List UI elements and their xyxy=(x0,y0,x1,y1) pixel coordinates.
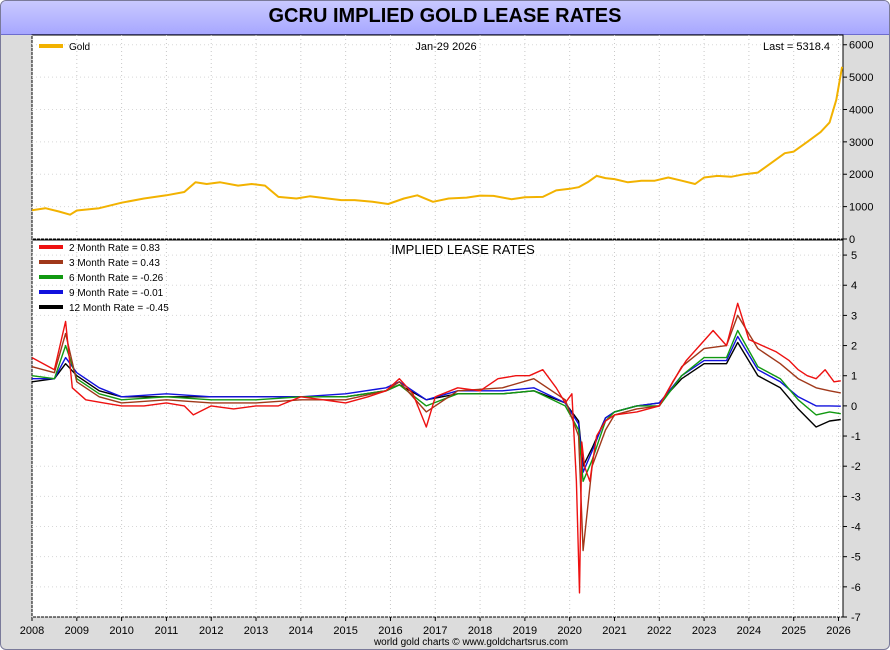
lease-y-tick-label: -6 xyxy=(851,582,861,594)
x-tick-label: 2022 xyxy=(647,625,671,637)
x-tick-label: 2016 xyxy=(378,625,402,637)
x-tick-label: 2023 xyxy=(692,625,716,637)
x-tick-label: 2012 xyxy=(199,625,223,637)
title-bar: GCRU IMPLIED GOLD LEASE RATES xyxy=(1,1,889,35)
6-month-rate-line xyxy=(31,329,841,482)
x-tick-label: 2020 xyxy=(557,625,581,637)
x-tick-label: 2013 xyxy=(244,625,268,637)
price-y-tick-label: 5000 xyxy=(849,72,873,84)
lease-y-tick-label: -7 xyxy=(851,612,861,624)
x-tick-label: 2024 xyxy=(737,625,761,637)
3-month-rate-legend-label: 3 Month Rate = 0.43 xyxy=(69,258,160,269)
price-y-tick-label: 6000 xyxy=(849,40,873,52)
2-month-rate-line xyxy=(31,302,841,594)
price-y-tick-label: 4000 xyxy=(849,104,873,116)
lease-y-tick-label: 0 xyxy=(851,401,857,413)
x-tick-label: 2025 xyxy=(781,625,805,637)
lease-y-tick-label: -2 xyxy=(851,461,861,473)
lease-y-tick-label: 5 xyxy=(851,250,857,262)
x-tick-label: 2015 xyxy=(333,625,357,637)
price-y-tick-label: 3000 xyxy=(849,137,873,149)
gold-legend-label: Gold xyxy=(69,42,90,53)
x-tick-label: 2011 xyxy=(155,625,179,637)
lease-y-tick-label: 1 xyxy=(851,371,857,383)
price-panel xyxy=(31,34,844,240)
last-value-label: Last = 5318.4 xyxy=(763,41,830,53)
price-y-tick-label: 2000 xyxy=(849,169,873,181)
x-tick-label: 2010 xyxy=(109,625,133,637)
x-tick-label: 2018 xyxy=(468,625,492,637)
lease-y-tick-label: 4 xyxy=(851,280,857,292)
lease-y-tick-label: 3 xyxy=(851,310,857,322)
lease-y-tick-label: -5 xyxy=(851,552,861,564)
x-tick-label: 2019 xyxy=(513,625,537,637)
chart-title: GCRU IMPLIED GOLD LEASE RATES xyxy=(268,5,622,27)
12-month-rate-legend-label: 12 Month Rate = -0.45 xyxy=(69,303,169,314)
x-tick-label: 2021 xyxy=(602,625,626,637)
2-month-rate-legend-label: 2 Month Rate = 0.83 xyxy=(69,243,160,254)
x-tick-label: 2017 xyxy=(423,625,447,637)
footer-credit: world gold charts © www.goldchartsrus.co… xyxy=(373,637,568,648)
lease-y-tick-label: -1 xyxy=(851,431,861,443)
lease-panel xyxy=(31,239,844,618)
6-month-rate-legend-label: 6 Month Rate = -0.26 xyxy=(69,273,164,284)
x-tick-label: 2008 xyxy=(20,625,44,637)
lease-y-tick-label: -4 xyxy=(851,522,861,534)
lease-panel-title: IMPLIED LEASE RATES xyxy=(391,242,535,257)
price-y-tick-label: 1000 xyxy=(849,202,873,214)
price-y-tick-label: 0 xyxy=(849,234,855,246)
date-label: Jan-29 2026 xyxy=(415,41,476,53)
x-tick-label: 2026 xyxy=(826,625,850,637)
lease-y-tick-label: 2 xyxy=(851,341,857,353)
lease-y-tick-label: -3 xyxy=(851,491,861,503)
gold-price-line xyxy=(31,66,844,216)
9-month-rate-legend-label: 9 Month Rate = -0.01 xyxy=(69,288,164,299)
x-tick-label: 2009 xyxy=(65,625,89,637)
x-tick-label: 2014 xyxy=(289,625,313,637)
